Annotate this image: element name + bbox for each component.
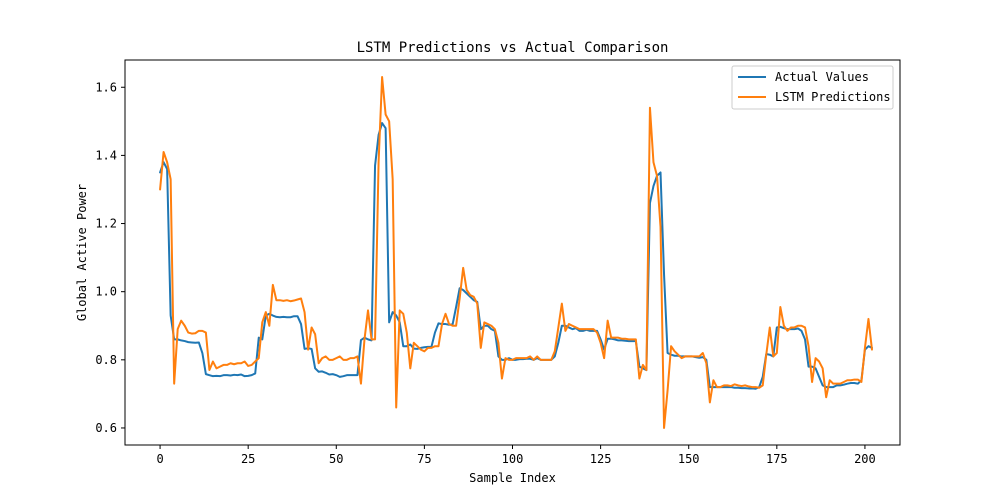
y-axis: 0.6 0.8 1.0 1.2 1.4 1.6 (95, 80, 125, 435)
y-tick-label: 1.2 (95, 217, 117, 231)
x-tick-label: 150 (678, 452, 700, 466)
chart-title: LSTM Predictions vs Actual Comparison (357, 40, 669, 56)
x-tick-label: 125 (590, 452, 612, 466)
series-line-lstm (159, 76, 873, 429)
x-tick-label: 25 (241, 452, 255, 466)
x-tick-label: 75 (417, 452, 431, 466)
x-tick-label: 100 (502, 452, 524, 466)
y-tick-label: 1.6 (95, 80, 117, 94)
series-layer (159, 76, 873, 429)
legend-label-lstm: LSTM Predictions (775, 90, 891, 104)
x-tick-label: 200 (854, 452, 876, 466)
x-axis: 0 25 50 75 100 125 150 175 200 (156, 445, 876, 466)
y-tick-label: 0.6 (95, 421, 117, 435)
legend: Actual Values LSTM Predictions (731, 65, 894, 110)
legend-box (731, 65, 894, 110)
x-tick-label: 50 (329, 452, 343, 466)
y-axis-label: Global Active Power (75, 184, 89, 321)
y-tick-label: 0.8 (95, 353, 117, 367)
y-tick-label: 1.0 (95, 285, 117, 299)
x-tick-label: 175 (766, 452, 788, 466)
x-tick-label: 0 (156, 452, 163, 466)
x-axis-label: Sample Index (469, 471, 556, 485)
legend-label-actual: Actual Values (775, 70, 869, 84)
y-tick-label: 1.4 (95, 148, 117, 162)
series-line-actual (159, 122, 873, 390)
